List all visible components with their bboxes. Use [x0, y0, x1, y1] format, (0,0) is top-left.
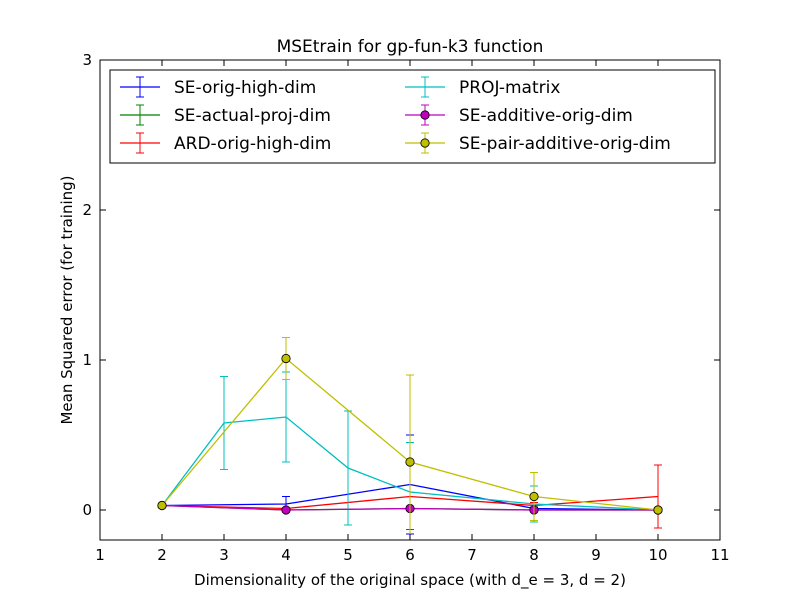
y-tick-label: 1	[82, 351, 92, 369]
data-point	[653, 505, 663, 515]
y-axis-label: Mean Squared error (for training)	[58, 175, 76, 424]
series-group	[157, 337, 663, 540]
axes: 1 2 3 4 5 6 7 8 9 10 11 0 1 2 3	[82, 51, 729, 564]
legend-box	[109, 69, 716, 164]
data-point	[157, 500, 167, 511]
legend-label: SE-additive-orig-dim	[459, 106, 633, 126]
x-tick-label: 1	[95, 546, 105, 564]
plot-area	[157, 337, 663, 540]
chart-title: MSEtrain for gp-fun-k3 function	[277, 37, 544, 57]
data-point	[529, 491, 539, 502]
x-axis-label: Dimensionality of the original space (wi…	[194, 571, 626, 590]
data-point	[281, 505, 291, 515]
x-tick-label: 7	[467, 546, 477, 564]
y-tick-label: 2	[82, 201, 92, 219]
x-tick-label: 5	[343, 546, 353, 564]
legend-label: SE-orig-high-dim	[174, 78, 316, 98]
legend-item: SE-pair-additive-orig-dim	[405, 132, 671, 154]
x-tick-label: 2	[157, 546, 167, 564]
x-tick-label: 9	[591, 546, 601, 564]
legend: SE-orig-high-dim SE-actual-proj-dim ARD-or…	[109, 69, 716, 164]
y-tick-label: 3	[82, 51, 92, 69]
legend-item: SE-additive-orig-dim	[405, 104, 633, 126]
legend-item: SE-orig-high-dim	[120, 76, 316, 98]
x-tick-label: 10	[648, 546, 667, 564]
series-5	[157, 337, 663, 540]
legend-label: ARD-orig-high-dim	[174, 134, 331, 154]
legend-swatch-marker	[420, 110, 430, 120]
y-tick-label: 0	[82, 501, 92, 519]
legend-item: PROJ-matrix	[405, 76, 560, 98]
x-tick-label: 3	[219, 546, 229, 564]
x-tick-label: 4	[281, 546, 291, 564]
legend-item: SE-actual-proj-dim	[120, 104, 331, 126]
x-tick-label: 6	[405, 546, 415, 564]
x-tick-label: 8	[529, 546, 539, 564]
legend-label: PROJ-matrix	[459, 78, 560, 98]
data-point	[281, 353, 291, 364]
legend-swatch-marker	[420, 138, 430, 148]
legend-label: SE-actual-proj-dim	[174, 106, 331, 126]
x-tick-label: 11	[710, 546, 729, 564]
legend-item: ARD-orig-high-dim	[120, 132, 331, 154]
legend-label: SE-pair-additive-orig-dim	[459, 134, 671, 154]
data-point	[405, 457, 415, 467]
